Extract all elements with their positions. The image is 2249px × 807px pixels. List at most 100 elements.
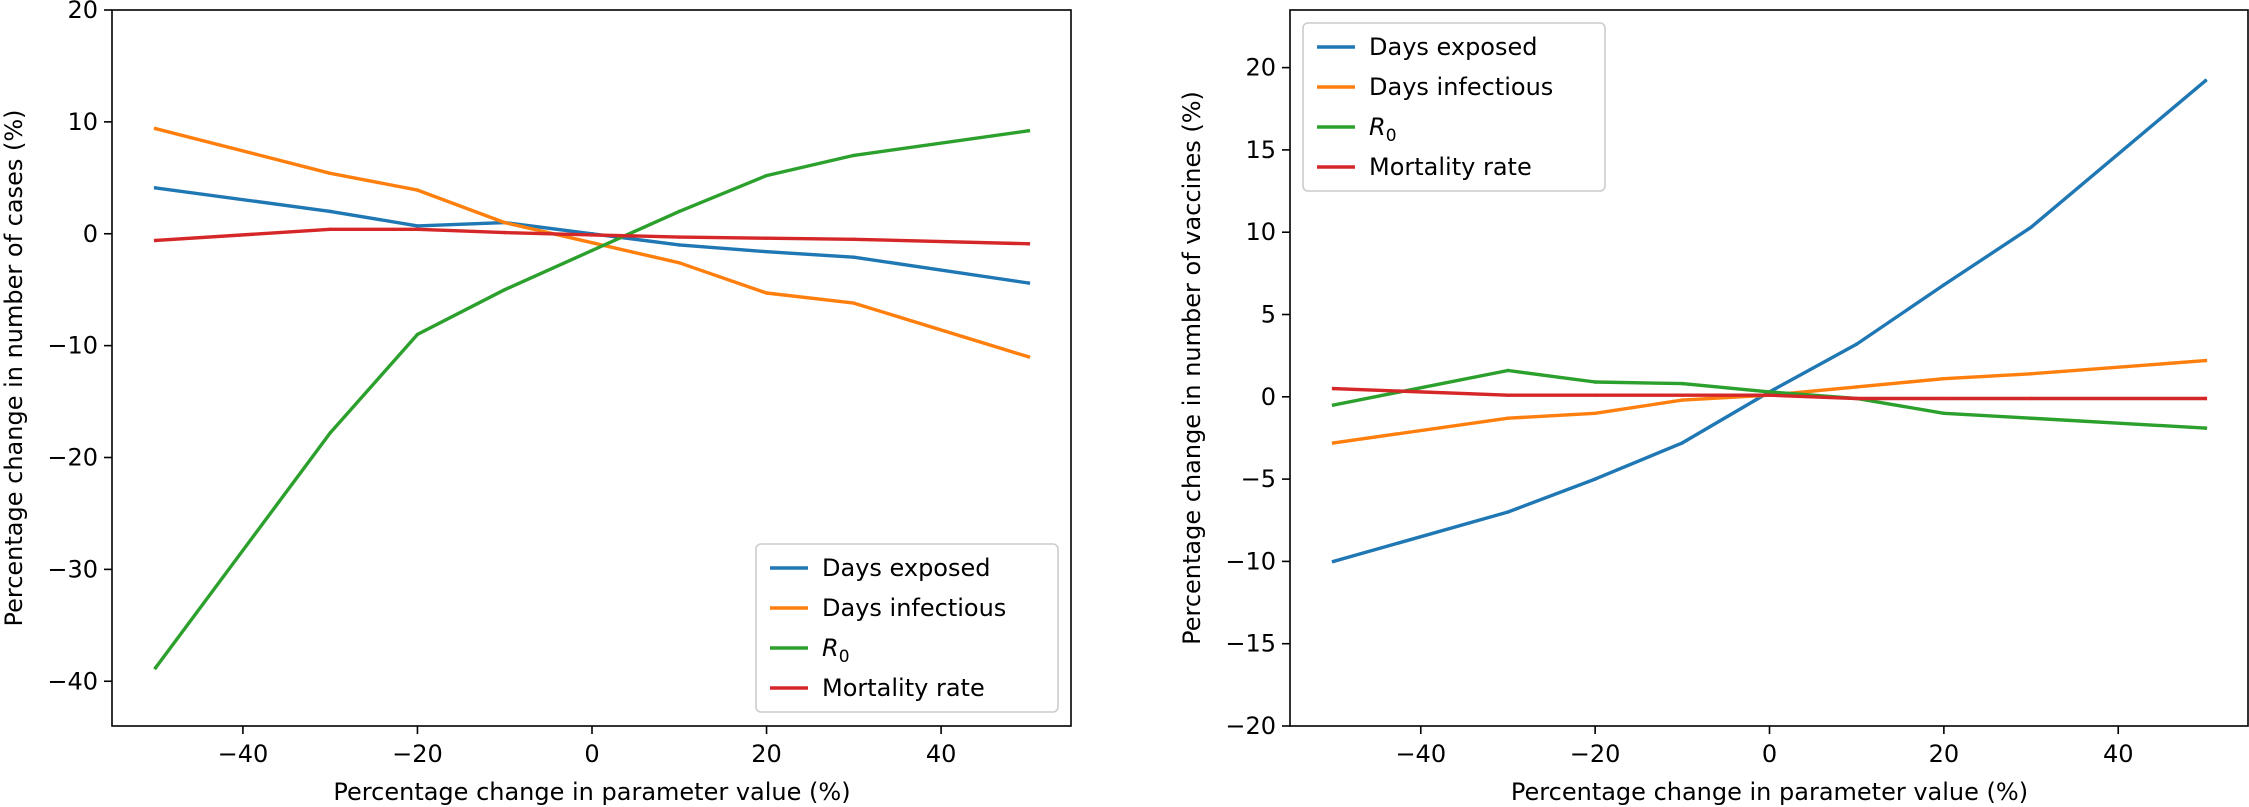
data-point bbox=[1942, 376, 1946, 381]
legend-label: Days infectious bbox=[822, 594, 1006, 622]
y-tick-label: 15 bbox=[1245, 136, 1276, 164]
data-point bbox=[1593, 393, 1597, 397]
y-tick-label: 0 bbox=[83, 220, 98, 248]
data-point bbox=[677, 261, 681, 265]
data-point bbox=[1593, 380, 1597, 384]
data-point bbox=[1026, 129, 1031, 133]
data-point bbox=[1331, 441, 1336, 445]
data-point bbox=[328, 209, 332, 214]
x-tick-label: −20 bbox=[392, 740, 443, 768]
x-tick-label: 0 bbox=[584, 740, 599, 768]
data-point bbox=[1026, 242, 1031, 246]
y-tick-label: 10 bbox=[67, 108, 98, 136]
x-tick-label: 40 bbox=[2103, 740, 2134, 768]
y-tick-label: −15 bbox=[1225, 630, 1276, 658]
data-point bbox=[2029, 225, 2033, 229]
data-point bbox=[328, 431, 332, 435]
data-point bbox=[1506, 510, 1510, 514]
data-point bbox=[590, 248, 594, 253]
data-point bbox=[764, 291, 769, 295]
data-point bbox=[415, 188, 420, 192]
data-point bbox=[590, 233, 594, 237]
data-point bbox=[503, 220, 507, 225]
data-point bbox=[415, 224, 420, 228]
legend-label: Mortality rate bbox=[1369, 153, 1532, 181]
data-point bbox=[1767, 390, 1772, 394]
data-point bbox=[2203, 426, 2208, 430]
legend-label: R0 bbox=[822, 634, 850, 667]
data-point bbox=[852, 153, 856, 158]
data-point bbox=[153, 186, 158, 190]
data-point bbox=[1854, 385, 1859, 389]
data-point bbox=[852, 255, 856, 259]
x-axis-title: Percentage change in parameter value (%) bbox=[1511, 778, 2028, 806]
data-point bbox=[1680, 441, 1685, 445]
data-point bbox=[764, 249, 769, 254]
data-point bbox=[1026, 355, 1031, 359]
data-point bbox=[328, 227, 332, 231]
x-tick-label: 20 bbox=[751, 740, 782, 768]
data-point bbox=[503, 287, 507, 292]
data-point bbox=[1506, 393, 1510, 397]
legend-label: Days exposed bbox=[1369, 33, 1538, 61]
legend-box bbox=[1302, 22, 1606, 192]
data-point bbox=[1331, 559, 1336, 564]
x-tick-label: −40 bbox=[218, 740, 269, 768]
data-point bbox=[1506, 368, 1510, 373]
data-point bbox=[1331, 403, 1336, 407]
data-point bbox=[677, 243, 681, 247]
legend-label: R0 bbox=[1369, 113, 1397, 146]
data-point bbox=[2029, 416, 2033, 420]
chart-panel-1: −40 −20 0 20 40 −40 −30 −20 −10 0 10 20 Percentage c… bbox=[0, 0, 1072, 806]
data-point bbox=[1506, 416, 1510, 420]
legend-label: Days infectious bbox=[1369, 73, 1553, 101]
data-point bbox=[1942, 283, 1946, 287]
y-tick-label: −10 bbox=[47, 332, 98, 360]
data-point bbox=[1593, 411, 1597, 415]
x-tick-label: 40 bbox=[926, 740, 957, 768]
y-axis-title: Percentage change in number of cases (%) bbox=[0, 110, 28, 627]
data-point bbox=[2203, 396, 2208, 401]
legend-label: Mortality rate bbox=[822, 674, 985, 702]
data-point bbox=[677, 235, 681, 239]
x-tick-label: −20 bbox=[1570, 740, 1621, 768]
data-point bbox=[2029, 396, 2033, 401]
data-point bbox=[590, 241, 594, 245]
legend-box bbox=[755, 543, 1059, 713]
data-point bbox=[415, 332, 420, 337]
x-axis-title: Percentage change in parameter value (%) bbox=[333, 778, 850, 806]
data-point bbox=[1767, 393, 1772, 397]
data-point bbox=[415, 227, 420, 231]
y-tick-label: −40 bbox=[47, 667, 98, 695]
data-point bbox=[1680, 393, 1685, 397]
legend: Days exposed Days infectious R0 Mortality r… bbox=[1302, 22, 1606, 192]
data-point bbox=[764, 236, 769, 240]
data-point bbox=[153, 126, 158, 131]
y-tick-label: −10 bbox=[1225, 547, 1276, 575]
data-point bbox=[1331, 386, 1336, 391]
y-tick-label: 5 bbox=[1261, 301, 1276, 329]
data-point bbox=[2203, 79, 2208, 83]
data-point bbox=[503, 230, 507, 235]
data-point bbox=[1680, 381, 1685, 386]
y-tick-label: −5 bbox=[1241, 465, 1276, 493]
data-point bbox=[328, 171, 332, 176]
data-point bbox=[2029, 372, 2033, 376]
data-point bbox=[1942, 411, 1946, 415]
data-point bbox=[852, 301, 856, 305]
data-point bbox=[2203, 358, 2208, 363]
y-axis-title: Percentage change in number of vaccines … bbox=[1178, 91, 1206, 645]
y-tick-label: −20 bbox=[1225, 712, 1276, 740]
data-point bbox=[1026, 281, 1031, 285]
data-point bbox=[1854, 342, 1859, 346]
data-point bbox=[1680, 398, 1685, 402]
chart-panel-2: −40 −20 0 20 40 −20 −15 −10 −5 0 5 10 15 20 Percentage… bbox=[1178, 9, 2249, 806]
data-point bbox=[764, 173, 769, 178]
y-tick-label: 10 bbox=[1245, 218, 1276, 246]
data-point bbox=[852, 237, 856, 242]
y-tick-label: 20 bbox=[1245, 54, 1276, 82]
data-point bbox=[1942, 396, 1946, 401]
legend: Days exposed Days infectious R0 Mortality r… bbox=[755, 543, 1059, 713]
data-point bbox=[153, 238, 158, 243]
